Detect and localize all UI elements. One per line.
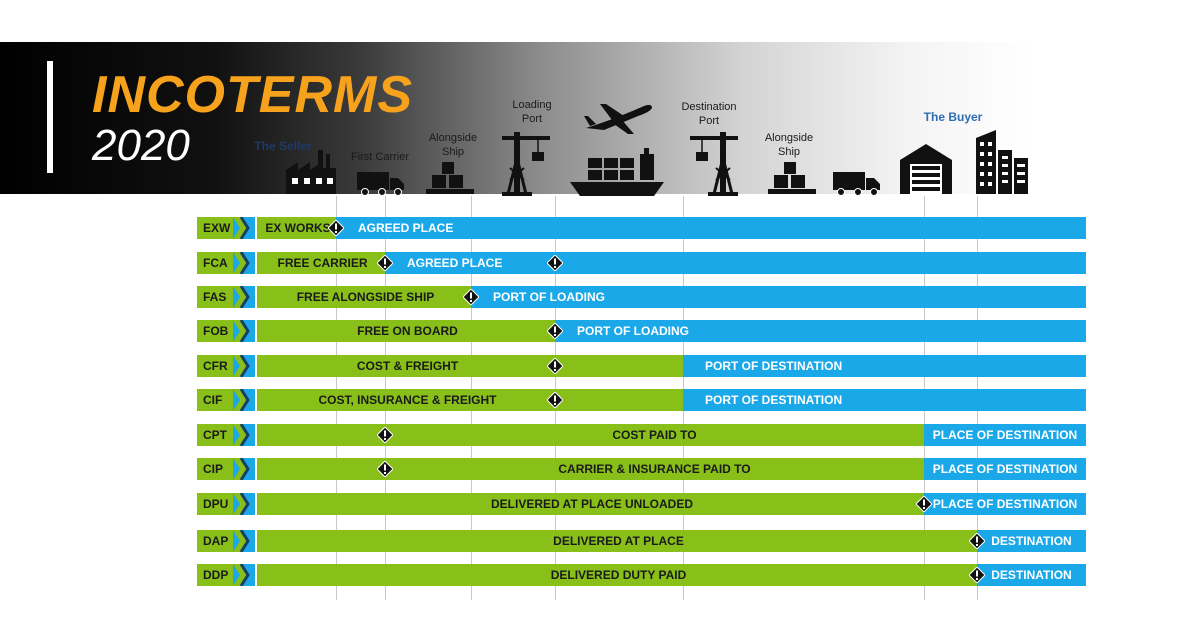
title-accent-bar [47,61,53,173]
incoterm-row-fas: FAS FREE ALONGSIDE SHIP PORT OF LOADING [0,286,1200,308]
incoterm-row-ddp: DDP DELIVERED DUTY PAID DESTINATION [0,564,1200,586]
buyer-responsibility-bar: PORT OF DESTINATION [683,355,1086,377]
destination-truck-icon [833,172,880,196]
seller-responsibility-label: EX WORKS [265,221,331,235]
label-buyer: The Buyer [923,110,983,124]
incoterm-row-cif: CIF COST, INSURANCE & FREIGHT PORT OF DEST… [0,389,1200,411]
incoterm-row-cfr: CFR COST & FREIGHT PORT OF DESTINATION [0,355,1200,377]
risk-transfer-icon [377,427,393,443]
seller-responsibility-bar [257,493,924,515]
cargo-ship-icon [570,148,664,196]
seller-responsibility-bar [257,286,471,308]
warehouse-icon [900,144,952,194]
chevron-right-icon [233,286,255,308]
buyer-responsibility-bar: DESTINATION [977,530,1086,552]
seller-responsibility-label: DELIVERED AT PLACE UNLOADED [490,497,693,511]
incoterm-code: CIF [197,389,233,411]
seller-responsibility-bar [257,530,977,552]
seller-responsibility-bar [257,424,924,446]
incoterm-code: DPU [197,493,233,515]
label-first-carrier: First Carrier [350,151,410,163]
risk-transfer-icon [377,461,393,477]
risk-transfer-icon [377,255,393,271]
buyer-responsibility-bar: PLACE OF DESTINATION [924,493,1086,515]
incoterm-row-exw: EXW EX WORKS AGREED PLACE [0,217,1200,239]
incoterm-row-fob: FOB FREE ON BOARD PORT OF LOADING [0,320,1200,342]
label-alongside-ship-origin: Alongside Ship [428,132,478,158]
seller-responsibility-label: CARRIER & INSURANCE PAID TO [558,462,751,476]
seller-responsibility-label: COST PAID TO [612,428,697,442]
chevron-right-icon [233,493,255,515]
incoterm-row-dpu: DPU DELIVERED AT PLACE UNLOADED PLACE OF D… [0,493,1200,515]
seller-responsibility-bar [257,389,683,411]
incoterm-code: FAS [197,286,233,308]
risk-transfer-icon [969,567,985,583]
factory-icon [286,150,336,194]
buyer-responsibility-bar: PORT OF DESTINATION [683,389,1086,411]
buyer-responsibility-bar: DESTINATION [977,564,1086,586]
incoterm-code: DAP [197,530,233,552]
buyer-responsibility-bar: AGREED PLACE [336,217,1086,239]
buyer-responsibility-bar: PORT OF LOADING [555,320,1086,342]
chevron-right-icon [233,424,255,446]
seller-responsibility-label: DELIVERED DUTY PAID [550,568,687,582]
risk-transfer-icon [547,392,563,408]
airplane-icon [584,104,652,134]
seller-responsibility-label: COST, INSURANCE & FREIGHT [318,393,497,407]
buyer-responsibility-bar: PLACE OF DESTINATION [924,458,1086,480]
risk-transfer-icon [969,533,985,549]
chevron-right-icon [233,530,255,552]
incoterm-row-cpt: CPT COST PAID TO PLACE OF DESTINATION [0,424,1200,446]
risk-transfer-icon [547,255,563,271]
seller-responsibility-bar [257,320,555,342]
seller-responsibility-label: COST & FREIGHT [356,359,459,373]
chevron-right-icon [233,217,255,239]
seller-responsibility-bar [257,564,977,586]
incoterm-code: FCA [197,252,233,274]
buildings-icon [976,130,1028,194]
risk-transfer-icon [547,323,563,339]
risk-transfer-icon [547,358,563,374]
seller-responsibility-label: FREE ALONGSIDE SHIP [296,290,435,304]
seller-responsibility-label: FREE CARRIER [277,256,368,270]
seller-responsibility-bar [257,458,924,480]
chevron-right-icon [233,458,255,480]
chevron-right-icon [233,355,255,377]
boxes-icon [426,162,474,194]
incoterm-row-cip: CIP CARRIER & INSURANCE PAID TO PLACE OF D… [0,458,1200,480]
incoterm-row-fca: FCA FREE CARRIER AGREED PLACE [0,252,1200,274]
label-alongside-ship-destination: Alongside Ship [764,132,814,158]
label-destination-port: Destination Port [681,101,737,127]
truck-icon [357,172,404,196]
incoterm-code: CFR [197,355,233,377]
title-year: 2020 [92,121,190,170]
crane-icon [502,132,550,196]
risk-transfer-icon [916,496,932,512]
buyer-responsibility-bar: PORT OF LOADING [471,286,1086,308]
seller-responsibility-bar [257,252,385,274]
destination-boxes-icon [768,162,816,194]
chevron-right-icon [233,564,255,586]
risk-transfer-icon [463,289,479,305]
chevron-right-icon [233,389,255,411]
label-seller: The Seller [254,139,312,153]
incoterm-code: CPT [197,424,233,446]
label-loading-port: Loading Port [512,99,552,125]
seller-responsibility-bar [257,217,336,239]
destination-crane-icon [690,132,738,196]
title-incoterms: INCOTERMS [92,66,413,124]
incoterm-code: DDP [197,564,233,586]
incoterm-row-dap: DAP DELIVERED AT PLACE DESTINATION [0,530,1200,552]
seller-responsibility-label: DELIVERED AT PLACE [553,534,684,548]
seller-responsibility-label: FREE ON BOARD [357,324,458,338]
chevron-right-icon [233,252,255,274]
risk-transfer-icon [328,220,344,236]
incoterm-code: FOB [197,320,233,342]
chevron-right-icon [233,320,255,342]
buyer-responsibility-bar: AGREED PLACE [385,252,1086,274]
buyer-responsibility-bar: PLACE OF DESTINATION [924,424,1086,446]
incoterm-code: CIP [197,458,233,480]
seller-responsibility-bar [257,355,683,377]
incoterm-code: EXW [197,217,233,239]
